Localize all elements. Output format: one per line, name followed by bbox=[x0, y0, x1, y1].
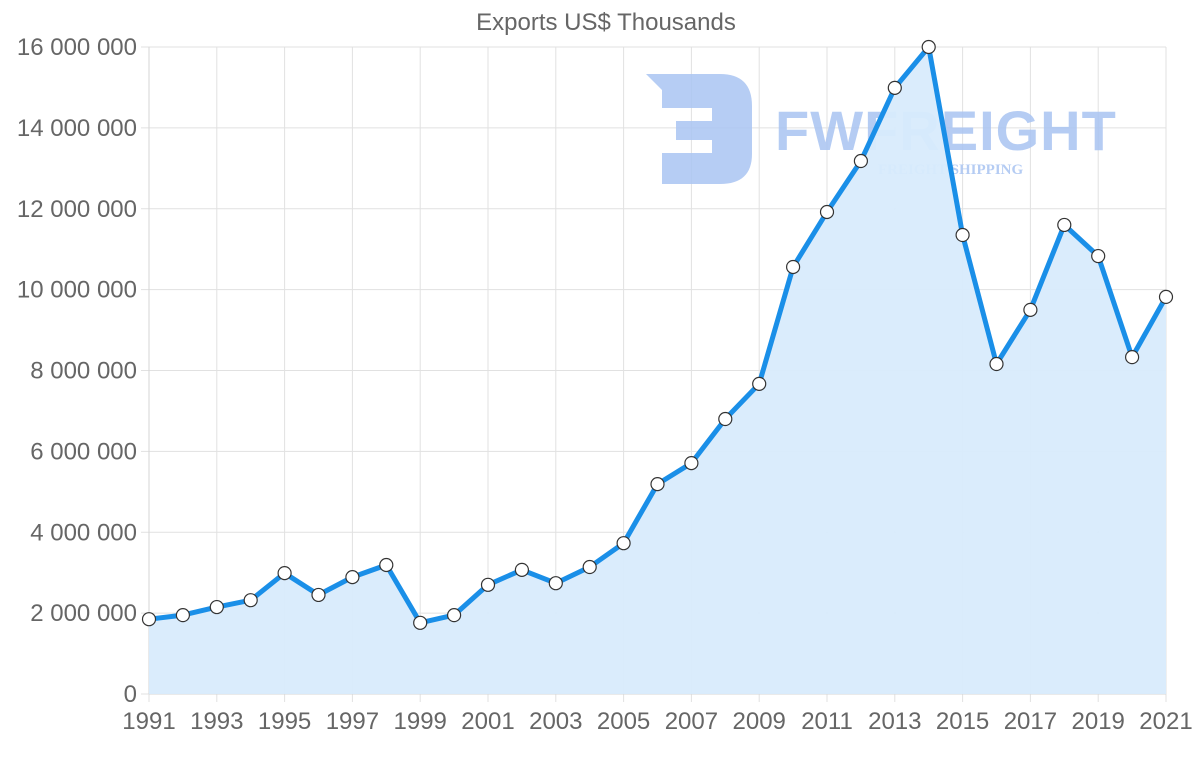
x-tick-label: 1999 bbox=[394, 708, 447, 735]
data-point-1998[interactable] bbox=[379, 557, 394, 573]
data-point-2014[interactable] bbox=[921, 39, 936, 55]
data-point-1995[interactable] bbox=[277, 565, 292, 581]
x-axis: 1991 1993 1995 1997 1999 2001 2003 2005 2007 2009… bbox=[122, 708, 1192, 735]
x-tick-label: 2001 bbox=[461, 708, 514, 735]
x-tick-label: 1991 bbox=[122, 708, 175, 735]
y-tick-label: 0 bbox=[124, 681, 137, 708]
data-point-1992[interactable] bbox=[175, 608, 190, 623]
data-point-1997[interactable] bbox=[345, 570, 360, 585]
y-tick-label: 14 000 000 bbox=[17, 115, 137, 142]
y-tick-label: 4 000 000 bbox=[30, 519, 137, 546]
data-point-2017[interactable] bbox=[1023, 302, 1038, 317]
data-point-2010[interactable] bbox=[785, 259, 801, 275]
data-point-2005[interactable] bbox=[616, 536, 631, 551]
data-point-1999[interactable] bbox=[413, 615, 428, 630]
x-tick-label: 2013 bbox=[868, 708, 921, 735]
x-tick-label: 2007 bbox=[665, 708, 718, 735]
x-tick-label: 2005 bbox=[597, 708, 650, 735]
data-point-1991[interactable] bbox=[141, 612, 157, 627]
y-tick-label: 10 000 000 bbox=[17, 277, 137, 304]
data-point-2015[interactable] bbox=[955, 227, 970, 243]
chart-title: Exports US$ Thousands bbox=[476, 9, 736, 36]
data-point-2000[interactable] bbox=[447, 608, 462, 623]
x-tick-label: 2019 bbox=[1072, 708, 1125, 735]
x-tick-label: 2017 bbox=[1004, 708, 1057, 735]
x-tick-label: 1993 bbox=[190, 708, 243, 735]
x-tick-label: 2015 bbox=[936, 708, 989, 735]
data-point-2004[interactable] bbox=[582, 559, 597, 575]
data-point-2020[interactable] bbox=[1124, 350, 1140, 365]
y-tick-label: 12 000 000 bbox=[17, 196, 137, 223]
data-point-2012[interactable] bbox=[853, 153, 869, 169]
data-point-2019[interactable] bbox=[1091, 248, 1106, 264]
x-tick-label: 2021 bbox=[1139, 708, 1192, 735]
y-tick-label: 8 000 000 bbox=[30, 358, 137, 385]
x-tick-label: 1995 bbox=[258, 708, 311, 735]
y-tick-label: 16 000 000 bbox=[17, 34, 137, 61]
data-point-2002[interactable] bbox=[514, 562, 530, 577]
x-tick-label: 2009 bbox=[733, 708, 786, 735]
x-tick-label: 2003 bbox=[529, 708, 582, 735]
area-fill bbox=[149, 47, 1166, 694]
data-point-2008[interactable] bbox=[718, 411, 733, 427]
x-tick-label: 1997 bbox=[326, 708, 379, 735]
data-point-1994[interactable] bbox=[243, 593, 258, 608]
watermark-logo-icon bbox=[646, 74, 752, 184]
y-tick-label: 2 000 000 bbox=[30, 600, 137, 627]
data-point-2021[interactable] bbox=[1158, 289, 1174, 305]
data-point-1993[interactable] bbox=[209, 599, 224, 615]
data-point-2003[interactable] bbox=[548, 576, 563, 591]
data-point-2007[interactable] bbox=[684, 456, 699, 471]
data-point-2011[interactable] bbox=[819, 204, 835, 220]
data-point-2018[interactable] bbox=[1057, 217, 1072, 233]
data-point-2001[interactable] bbox=[480, 577, 496, 592]
data-point-2006[interactable] bbox=[650, 477, 665, 492]
data-point-markers bbox=[141, 39, 1174, 630]
y-tick-label: 6 000 000 bbox=[30, 438, 137, 465]
data-point-1996[interactable] bbox=[311, 587, 326, 603]
y-axis: 0 2 000 000 4 000 000 6 000 000 8 000 000 10 … bbox=[17, 34, 137, 708]
data-point-2016[interactable] bbox=[989, 356, 1004, 372]
data-point-2009[interactable] bbox=[752, 376, 767, 391]
data-point-2013[interactable] bbox=[887, 80, 902, 95]
x-tick-label: 2011 bbox=[801, 708, 853, 735]
